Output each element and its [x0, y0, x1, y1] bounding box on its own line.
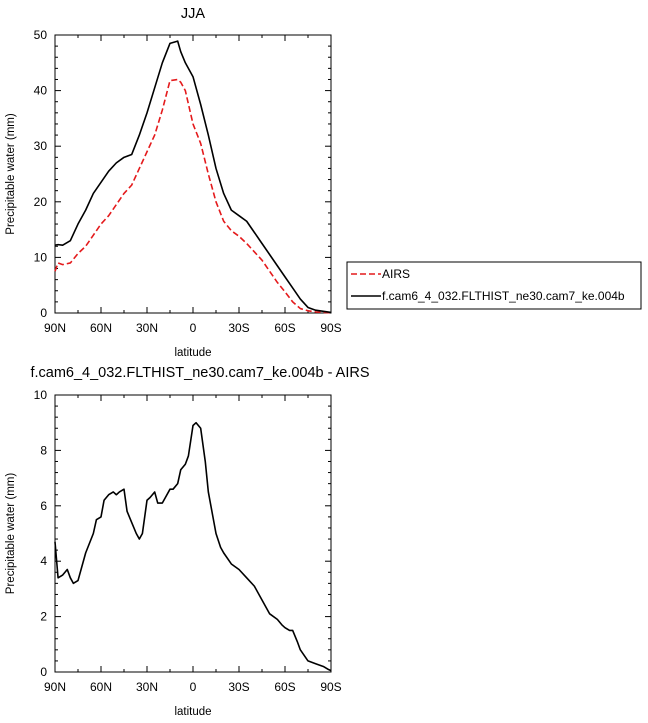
- y-tick-label: 0: [40, 306, 47, 320]
- x-tick-label: 30S: [228, 680, 249, 694]
- x-tick-label: 60S: [274, 680, 295, 694]
- x-tick-label: 60N: [90, 680, 112, 694]
- chart-panel-2: f.cam6_4_032.FLTHIST_ne30.cam7_ke.004b -…: [5, 365, 370, 718]
- y-tick-label: 20: [34, 195, 48, 209]
- y-tick-label: 8: [40, 443, 47, 457]
- x-tick-label: 30S: [228, 321, 249, 335]
- x-tick-label: 90N: [44, 321, 66, 335]
- x-axis-label: latitude: [174, 706, 211, 718]
- x-axis-label: latitude: [174, 347, 211, 359]
- x-tick-label: 60S: [274, 321, 295, 335]
- x-tick-label: 60N: [90, 321, 112, 335]
- y-tick-label: 4: [40, 554, 47, 568]
- y-tick-label: 30: [34, 139, 48, 153]
- series-line-f-cam6-4-032-flthist-ne30-cam7-ke-004b: [55, 41, 331, 312]
- x-tick-label: 0: [190, 680, 197, 694]
- x-tick-label: 0: [190, 321, 197, 335]
- y-axis-label: Precipitable water (mm): [5, 473, 17, 595]
- chart-legend: AIRS f.cam6_4_032.FLTHIST_ne30.cam7_ke.00…: [347, 262, 641, 309]
- x-tick-label: 90S: [320, 680, 341, 694]
- y-tick-label: 50: [34, 28, 48, 42]
- y-tick-label: 40: [34, 84, 48, 98]
- series-line-difference: [55, 423, 331, 671]
- y-tick-label: 10: [34, 388, 48, 402]
- series-line-airs: [55, 79, 331, 312]
- x-tick-label: 90S: [320, 321, 341, 335]
- chart-panel-1: JJA 90N 60N 30N 0 30S 60S 90S 0 10 20 30 40 50 latitud…: [5, 6, 641, 359]
- chart-title: JJA: [181, 6, 206, 22]
- y-tick-label: 6: [40, 499, 47, 513]
- y-tick-label: 2: [40, 610, 47, 624]
- legend-entry: f.cam6_4_032.FLTHIST_ne30.cam7_ke.004b: [382, 289, 625, 303]
- x-tick-label: 90N: [44, 680, 66, 694]
- legend-entry: AIRS: [382, 267, 410, 281]
- x-tick-label: 30N: [136, 321, 158, 335]
- x-tick-label: 30N: [136, 680, 158, 694]
- y-axis-label: Precipitable water (mm): [5, 113, 17, 235]
- y-tick-label: 0: [40, 665, 47, 679]
- chart-title: f.cam6_4_032.FLTHIST_ne30.cam7_ke.004b -…: [30, 365, 369, 381]
- y-tick-label: 10: [34, 250, 48, 264]
